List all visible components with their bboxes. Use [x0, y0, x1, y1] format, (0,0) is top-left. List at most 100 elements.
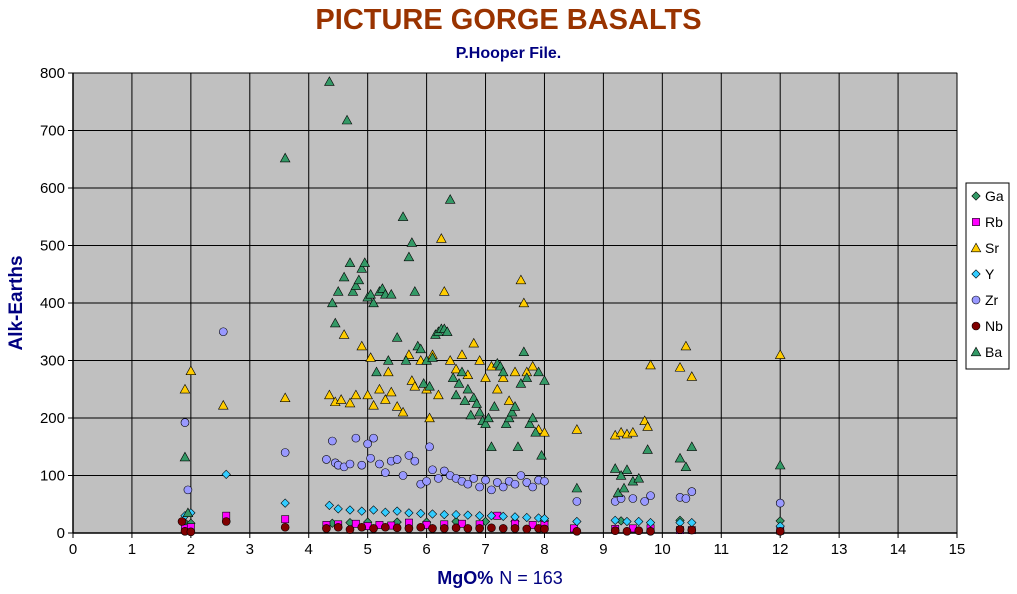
x-tick-label: 4: [305, 541, 313, 558]
data-point-y: [645, 518, 656, 528]
legend-marker-sr: [970, 242, 982, 253]
data-point-sr: [480, 372, 491, 382]
data-point-ba: [332, 286, 344, 296]
data-point-sr: [468, 337, 480, 348]
data-point-y: [345, 505, 355, 515]
data-point-y: [324, 500, 334, 511]
data-point-ba: [533, 366, 544, 377]
x-tick-label: 6: [422, 541, 430, 558]
data-point-nb: [404, 524, 414, 533]
data-point-sr: [571, 424, 583, 434]
data-point-zr: [357, 460, 367, 470]
data-point-zr: [280, 448, 290, 457]
x-tick-label: 14: [890, 541, 907, 558]
data-point-nb: [357, 522, 367, 532]
data-point-nb: [498, 524, 508, 533]
x-tick-label: 3: [246, 541, 254, 558]
data-point-sr: [450, 363, 462, 374]
data-point-ba: [465, 409, 477, 420]
data-point-y: [463, 510, 473, 520]
data-point-ba: [518, 346, 530, 357]
data-point-zr: [510, 479, 520, 489]
data-point-nb: [775, 526, 785, 536]
data-point-sr: [686, 371, 698, 381]
data-point-nb: [522, 524, 532, 534]
data-point-sr: [433, 389, 444, 400]
data-point-ba: [391, 332, 403, 342]
data-point-ba: [774, 459, 786, 470]
data-point-nb: [572, 526, 582, 536]
data-point-y: [221, 469, 231, 479]
x-axis-label-note: N = 163: [499, 568, 563, 588]
data-point-sr: [492, 383, 503, 394]
data-point-zr: [351, 433, 361, 443]
data-point-nb: [646, 526, 655, 536]
y-tick-label: 400: [40, 295, 65, 312]
x-tick-label: 13: [831, 541, 848, 558]
x-axis-label-main: MgO%: [437, 568, 493, 588]
data-point-ba: [462, 383, 474, 394]
data-point-nb: [221, 517, 231, 526]
data-point-ba: [486, 441, 497, 451]
data-point-sr: [436, 233, 447, 243]
data-point-nb: [610, 526, 620, 536]
data-point-sr: [324, 389, 335, 400]
data-point-zr: [481, 475, 490, 485]
data-point-ba: [453, 378, 465, 388]
data-point-ba: [489, 401, 500, 411]
data-point-sr: [444, 355, 456, 365]
gridlines: [72, 72, 958, 534]
data-point-rb: [458, 519, 466, 528]
x-tick-label: 7: [481, 541, 489, 558]
data-point-sr: [515, 274, 527, 285]
data-points: [177, 76, 786, 537]
data-point-zr: [493, 478, 502, 487]
data-point-y: [404, 508, 414, 518]
data-point-nb: [439, 524, 449, 533]
data-point-sr: [409, 380, 421, 391]
data-point-sr: [474, 355, 485, 365]
data-point-zr: [345, 459, 355, 469]
legend-box: [965, 182, 1010, 370]
y-tick-label: 800: [40, 65, 65, 82]
data-point-ba: [385, 288, 397, 299]
data-point-nb: [475, 524, 484, 533]
data-point-zr: [687, 487, 697, 496]
data-point-zr: [366, 453, 375, 463]
data-point-zr: [463, 479, 473, 489]
legend: Ga Rb Sr Y Zr Nb Ba: [965, 182, 1010, 370]
data-point-sr: [362, 389, 373, 400]
series-ba: [179, 76, 786, 518]
data-point-ba: [609, 463, 621, 473]
data-point-y: [416, 508, 426, 519]
data-point-ba: [359, 257, 371, 267]
y-tick-label: 200: [40, 410, 65, 427]
data-point-y: [475, 511, 485, 521]
data-point-sr: [179, 383, 191, 394]
data-point-ba: [674, 452, 686, 463]
data-point-ba: [371, 366, 382, 377]
data-point-ba: [642, 444, 653, 454]
data-point-y: [486, 511, 497, 521]
x-tick-label: 10: [654, 541, 671, 558]
data-point-sr: [374, 383, 385, 394]
data-point-ba: [539, 375, 550, 385]
y-tick-label: 700: [40, 123, 65, 140]
data-point-y: [439, 509, 449, 520]
chart-title: PICTURE GORGE BASALTS: [315, 4, 702, 36]
data-point-sr: [615, 426, 627, 437]
data-point-zr: [516, 471, 526, 480]
data-point-y: [522, 512, 532, 523]
data-point-zr: [528, 482, 537, 492]
x-axis-label: MgO% N = 163: [437, 568, 563, 588]
data-point-zr: [469, 474, 479, 483]
data-point-zr: [392, 455, 402, 464]
data-point-nb: [622, 526, 632, 536]
data-point-ba: [471, 398, 483, 408]
data-point-sr: [397, 406, 409, 417]
data-point-ba: [353, 274, 365, 285]
data-point-sr: [503, 395, 515, 405]
data-point-y: [498, 511, 508, 521]
data-point-ba: [506, 406, 518, 417]
data-point-zr: [498, 482, 508, 492]
